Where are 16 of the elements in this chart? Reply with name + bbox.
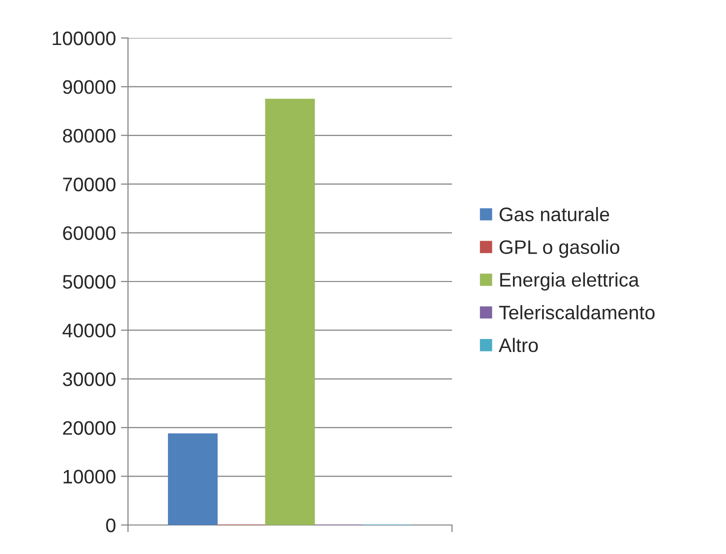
legend-label: Altro xyxy=(498,338,538,352)
y-tick-label: 10000 xyxy=(64,470,116,484)
y-tick-label: 70000 xyxy=(63,178,116,192)
y-tick-label: 20000 xyxy=(63,421,116,435)
legend-label: Energia elettrica xyxy=(500,272,640,291)
y-tick-label: 60000 xyxy=(63,226,116,240)
legend-label: GPL o gasolio xyxy=(500,240,620,258)
y-tick-label: 80000 xyxy=(62,128,116,143)
legend-label: Teleriscaldamento xyxy=(499,305,655,320)
y-tick-label: 0 xyxy=(106,518,116,532)
legend-label: Gas naturale xyxy=(500,207,610,222)
y-tick-label: 100000 xyxy=(52,31,116,46)
y-tick-label: 40000 xyxy=(62,324,116,338)
y-tick-label: 50000 xyxy=(62,274,116,289)
y-tick-label: 30000 xyxy=(62,372,116,386)
y-tick-label: 90000 xyxy=(63,80,116,94)
